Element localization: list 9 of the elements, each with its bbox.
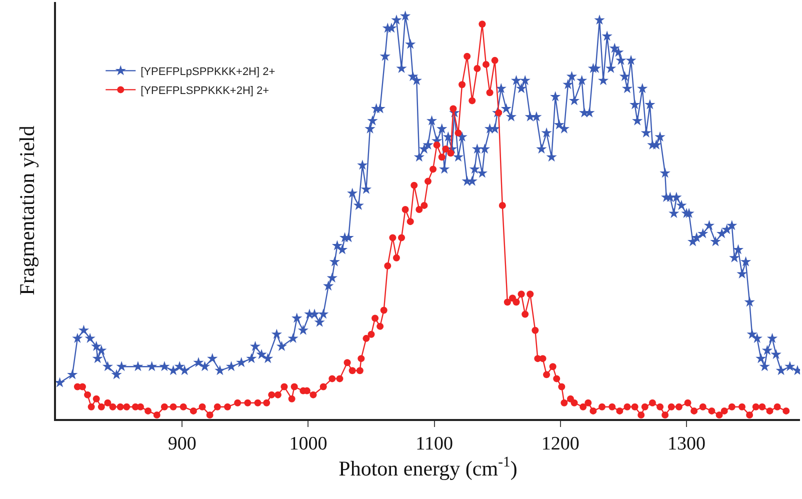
legend-label: [YPEFPLpSPPKKK+2H] 2+ xyxy=(140,66,276,78)
x-tick-label: 1100 xyxy=(416,434,453,455)
y-axis-title: Fragmentation yield xyxy=(14,125,39,296)
x-axis-title: Photon energy (cm$^{-1}$) xyxy=(338,454,518,480)
x-tick-label: 1300 xyxy=(668,434,706,455)
x-tick-label: 1000 xyxy=(289,434,328,455)
x-tick-label: 1200 xyxy=(541,434,580,455)
legend-label: [YPEFPLSPPKKK+2H] 2+ xyxy=(140,85,270,97)
x-tick-label: 900 xyxy=(168,434,196,455)
